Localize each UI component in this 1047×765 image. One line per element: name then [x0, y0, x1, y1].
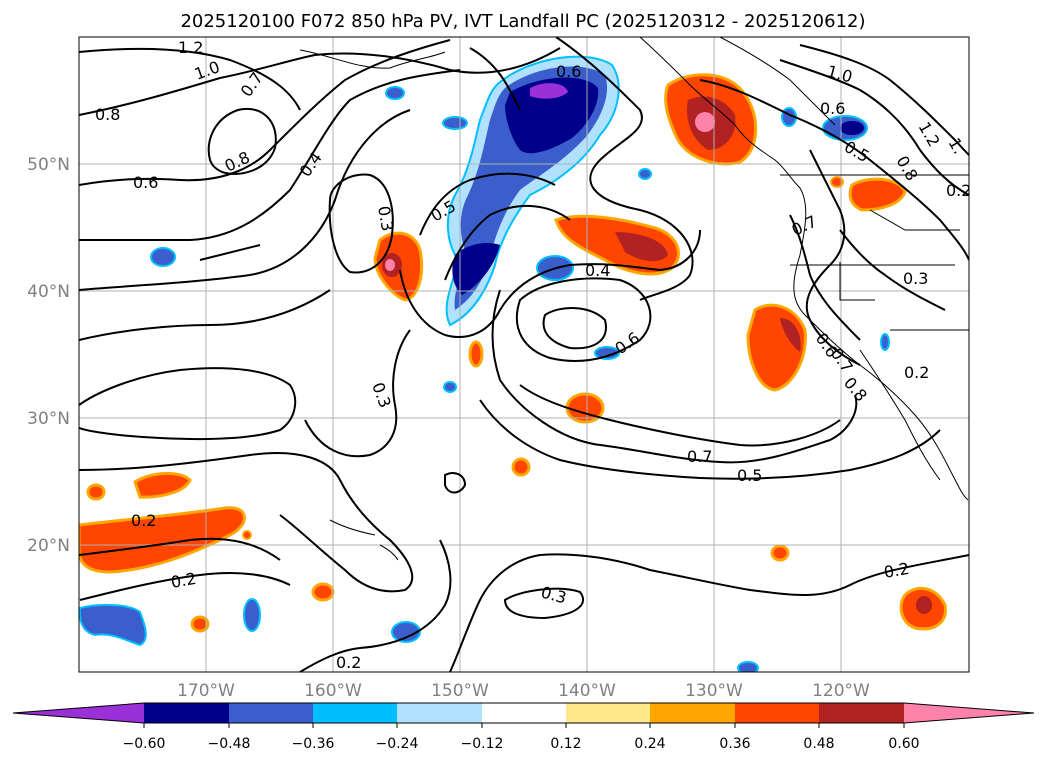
latitude-labels: 50°N 40°N 30°N 20°N	[27, 155, 70, 556]
colorbar-swatch	[144, 703, 229, 723]
lon-label: 160°W	[304, 681, 362, 701]
colorbar-extend-right	[904, 703, 1034, 723]
pv-negative-blob	[385, 86, 405, 100]
colorbar-extend-left	[13, 703, 144, 723]
lat-label: 40°N	[27, 282, 70, 302]
colorbar-tick-label: 0.12	[550, 736, 581, 752]
pv-positive-blob	[133, 472, 192, 499]
pv-negative-blob	[150, 247, 176, 267]
colorbar-swatch	[229, 703, 313, 723]
pv-positive-blob	[916, 596, 932, 614]
pv-negative-arm	[452, 243, 500, 295]
longitude-labels: 170°W 160°W 150°W 140°W 130°W 120°W	[177, 681, 870, 701]
pv-positive-blob	[311, 582, 335, 602]
colorbar: −0.60 −0.48 −0.36 −0.24 −0.12 0.12 0.24 …	[12, 702, 1035, 752]
colorbar-tick-label: −0.36	[292, 736, 335, 752]
lat-label: 20°N	[27, 536, 70, 556]
map-frame	[78, 36, 970, 673]
colorbar-tick-label: −0.24	[376, 736, 419, 752]
pv-negative-ext	[530, 83, 568, 99]
pv-negative-blob	[880, 333, 890, 351]
colorbar-swatch	[566, 703, 650, 723]
colorbar-tick-label: 0.36	[719, 736, 750, 752]
map-area: 1.2 1.0 0.7 0.8 0.8 0.6 0.4 0.3 0.5 0.4 …	[79, 37, 971, 672]
colorbar-swatch	[735, 703, 819, 723]
contour-label: 0.2	[882, 559, 910, 582]
contour-label: 0.3	[374, 204, 397, 232]
lon-label: 130°W	[685, 681, 743, 701]
pv-negative-blob	[840, 121, 864, 135]
contour-label: 0.2	[169, 569, 197, 592]
pv-positive-blob	[242, 530, 252, 540]
pv-positive-blob	[79, 506, 246, 574]
pv-positive-blob	[830, 176, 844, 188]
colorbar-swatch	[819, 703, 904, 723]
colorbar-swatch	[397, 703, 482, 723]
colorbar-swatch	[650, 703, 735, 723]
colorbar-tick-label: −0.60	[123, 736, 166, 752]
pv-positive-blob	[780, 318, 801, 352]
contour-label: 0.2	[131, 511, 156, 530]
contour-label: 0.2	[904, 363, 929, 382]
contour-label: 0.5	[737, 466, 762, 485]
contour-label: 0.6	[820, 99, 845, 118]
pv-positive-blob	[385, 259, 395, 271]
gridlines	[79, 37, 969, 672]
colorbar-tick-label: −0.12	[461, 736, 504, 752]
pv-positive-blob	[190, 615, 210, 633]
pv-contours	[79, 37, 969, 672]
pv-negative-blob	[737, 661, 759, 672]
figure-title: 2025120100 F072 850 hPa PV, IVT Landfall…	[180, 11, 865, 32]
lon-label: 170°W	[177, 681, 235, 701]
pv-positive-blob	[86, 483, 106, 501]
contour-label: 0.6	[133, 173, 158, 192]
contour-label: 0.3	[903, 269, 928, 288]
pv-negative-blob	[594, 346, 620, 360]
coastlines	[299, 37, 969, 561]
pv-negative-blob	[243, 598, 261, 632]
pv-positive-blob	[511, 457, 531, 477]
lat-label: 50°N	[27, 155, 70, 175]
lon-label: 140°W	[558, 681, 616, 701]
contour-label: 1.2	[178, 38, 203, 57]
colorbar-swatch	[482, 703, 566, 723]
lon-label: 150°W	[431, 681, 489, 701]
pv-negative-blob	[638, 168, 652, 180]
colorbar-swatch	[313, 703, 397, 723]
contour-label: 0.2	[946, 181, 971, 200]
colorbar-tick-label: 0.60	[888, 736, 919, 752]
pv-positive-blob	[848, 177, 907, 212]
contour-label: 0.4	[585, 261, 610, 280]
pv-negative-max	[505, 77, 599, 154]
lon-label: 120°W	[812, 681, 870, 701]
contour-label: 0.8	[95, 105, 120, 124]
contour-label: 0.2	[336, 653, 361, 672]
colorbar-tick-label: 0.48	[803, 736, 834, 752]
lat-label: 30°N	[27, 409, 70, 429]
contour-label: 0.6	[556, 62, 581, 81]
pv-negative-blob	[79, 603, 147, 647]
pv-positive-blob	[615, 232, 668, 262]
pv-negative-blob	[391, 621, 421, 643]
pv-negative-shading	[79, 55, 890, 672]
colorbar-tick-label: −0.48	[208, 736, 251, 752]
pv-positive-blob	[695, 112, 715, 132]
pv-negative-blob	[443, 381, 457, 393]
pv-positive-blob	[468, 340, 484, 368]
pv-negative-blob	[442, 116, 468, 130]
contour-label: 0.7	[687, 447, 712, 466]
pv-positive-blob	[770, 544, 790, 562]
colorbar-tick-label: 0.24	[634, 736, 665, 752]
